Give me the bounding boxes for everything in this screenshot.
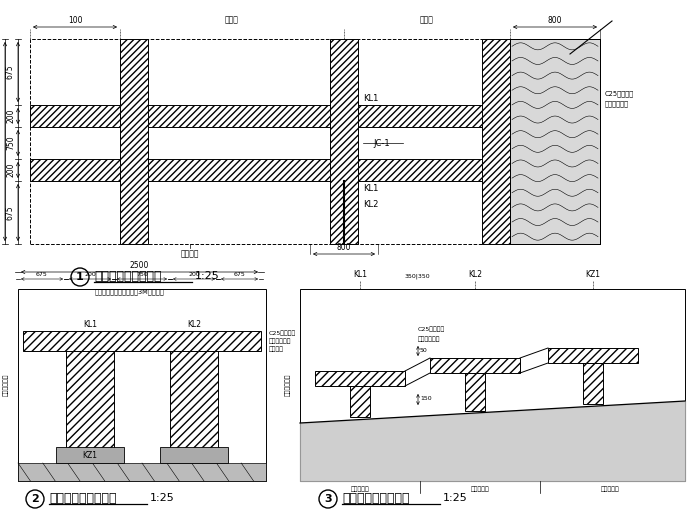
Text: C25钢筋砼板: C25钢筋砼板 [605, 91, 634, 97]
Text: 景观平面标高: 景观平面标高 [285, 374, 290, 396]
Text: 1:25: 1:25 [150, 493, 175, 503]
Text: C25钢筋砼板: C25钢筋砼板 [418, 326, 445, 332]
Text: KZ1: KZ1 [83, 450, 97, 459]
Bar [160, 447, 228, 463]
Text: 750: 750 [6, 135, 15, 151]
Text: 3: 3 [324, 494, 332, 504]
Text: KL1: KL1 [353, 270, 367, 279]
Text: 200: 200 [84, 272, 96, 277]
Bar [66, 351, 114, 460]
Text: KL2: KL2 [187, 320, 201, 329]
Text: 50: 50 [420, 348, 428, 353]
Text: KL2: KL2 [468, 270, 482, 279]
Bar [18, 289, 266, 481]
Text: 150: 150 [420, 397, 432, 402]
Bar [330, 39, 358, 244]
Text: 200: 200 [6, 109, 15, 123]
Text: 排平面: 排平面 [420, 15, 434, 24]
Text: JC-1: JC-1 [373, 139, 390, 147]
Bar [482, 39, 510, 244]
Text: 200: 200 [6, 163, 15, 177]
Text: 排平面: 排平面 [225, 15, 239, 24]
Text: KL1: KL1 [363, 184, 379, 193]
Text: 100: 100 [68, 16, 83, 25]
Bar [30, 105, 510, 127]
Text: 覆仿木板处理: 覆仿木板处理 [605, 101, 629, 107]
Bar [465, 373, 485, 411]
Text: 栈道橡板: 栈道橡板 [269, 346, 284, 352]
Bar [18, 463, 266, 481]
Text: KZ1: KZ1 [585, 270, 601, 279]
Text: 675: 675 [234, 272, 246, 277]
Text: 800: 800 [337, 243, 351, 252]
Bar [350, 386, 370, 417]
Bar [170, 351, 218, 460]
Text: 承台位平面: 承台位平面 [470, 486, 489, 491]
Text: 2: 2 [31, 494, 39, 504]
Bar [23, 331, 261, 351]
Text: 2500: 2500 [130, 261, 149, 270]
Text: 2500: 2500 [0, 132, 2, 151]
Text: C25钢筋砼板: C25钢筋砼板 [269, 330, 296, 336]
Text: 覆仿木板处理: 覆仿木板处理 [418, 336, 440, 342]
Text: KL1: KL1 [363, 94, 379, 103]
Text: 1:25: 1:25 [195, 271, 220, 281]
Text: 675: 675 [36, 272, 48, 277]
Bar [56, 447, 124, 463]
Text: 200: 200 [188, 272, 200, 277]
Text: 景观平面标高: 景观平面标高 [4, 374, 9, 396]
Bar [510, 39, 600, 244]
Text: 仿木栈道标准断面图: 仿木栈道标准断面图 [49, 491, 116, 504]
Text: 675: 675 [6, 205, 15, 220]
Text: 800: 800 [547, 16, 562, 25]
Text: 1: 1 [76, 272, 84, 282]
Bar [430, 358, 520, 373]
Text: 350|350: 350|350 [405, 274, 430, 279]
Text: 675: 675 [6, 65, 15, 79]
Bar [315, 371, 405, 386]
Bar [120, 39, 148, 244]
Text: KL1: KL1 [83, 320, 97, 329]
Bar [583, 363, 603, 404]
Text: 栈道边缘: 栈道边缘 [181, 249, 199, 258]
Text: 承台位平面: 承台位平面 [601, 486, 620, 491]
Bar [30, 159, 510, 181]
Text: 仿木栈道标准立面图: 仿木栈道标准立面图 [342, 491, 410, 504]
Bar [510, 39, 600, 244]
Text: 覆仿木板处理: 覆仿木板处理 [269, 338, 291, 344]
Bar [548, 348, 638, 363]
Text: 注：箭号向数量表示选用3M仿木栈槽: 注：箭号向数量表示选用3M仿木栈槽 [95, 289, 164, 295]
Text: 承台位平面: 承台位平面 [351, 486, 370, 491]
Bar [30, 39, 600, 244]
Bar [300, 289, 685, 481]
Text: 1:25: 1:25 [443, 493, 468, 503]
Text: 仿木栈道标准平面图: 仿木栈道标准平面图 [94, 269, 162, 282]
Text: KL2: KL2 [363, 200, 379, 209]
Text: 750: 750 [136, 272, 148, 277]
